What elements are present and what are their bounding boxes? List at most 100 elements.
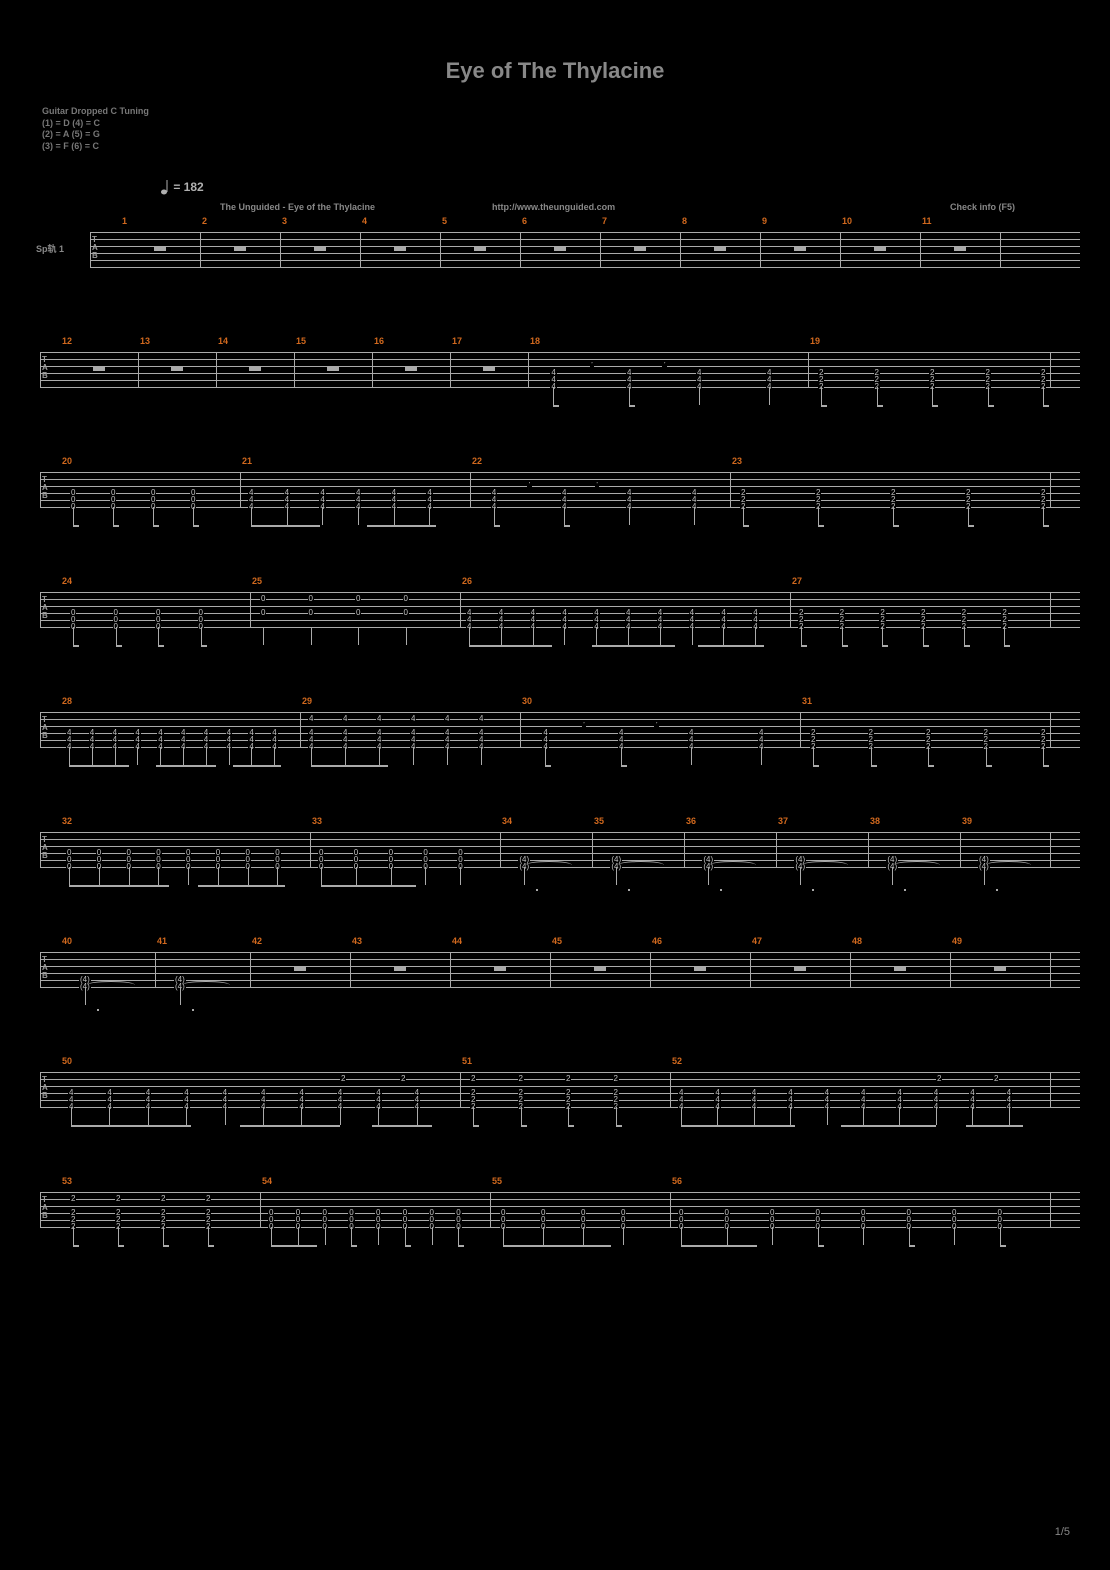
tab-note: 4	[342, 715, 348, 723]
tab-label: TAB	[92, 236, 98, 260]
tab-note: ᾿	[590, 362, 595, 370]
measure-number: 2	[202, 216, 207, 226]
measure-number: 13	[140, 336, 150, 346]
tab-note: 2	[160, 1195, 166, 1203]
page-title: Eye of The Thylacine	[0, 0, 1110, 84]
tab-note: 4	[478, 715, 484, 723]
tab-label: TAB	[42, 1196, 48, 1220]
tab-note: 2	[518, 1075, 524, 1083]
tab-note: 0	[403, 595, 409, 603]
tab-note: 0	[403, 609, 409, 617]
tab-note: 4	[444, 715, 450, 723]
measure-number: 11	[922, 216, 932, 226]
measure-number: 52	[672, 1056, 682, 1066]
measure-number: 4	[362, 216, 367, 226]
measure-number: 51	[462, 1056, 472, 1066]
tab-label: TAB	[42, 476, 48, 500]
measure-number: 17	[452, 336, 462, 346]
measure-number: 36	[686, 816, 696, 826]
tab-note: 2	[613, 1075, 619, 1083]
measure-number: 1	[122, 216, 127, 226]
tab-label: TAB	[42, 356, 48, 380]
measure-number: 55	[492, 1176, 502, 1186]
measure-number: 34	[502, 816, 512, 826]
tab-label: TAB	[42, 1076, 48, 1100]
tab-note: 2	[993, 1075, 999, 1083]
measure-number: 37	[778, 816, 788, 826]
measure-number: 32	[62, 816, 72, 826]
measure-number: 45	[552, 936, 562, 946]
measure-number: 26	[462, 576, 472, 586]
tab-label: TAB	[42, 716, 48, 740]
measure-number: 53	[62, 1176, 72, 1186]
tuning-line-1: (1) = D (4) = C	[42, 118, 149, 130]
tab-note: ᾿	[662, 362, 667, 370]
measure-number: 29	[302, 696, 312, 706]
tab-note: 2	[70, 1195, 76, 1203]
measure-number: 22	[472, 456, 482, 466]
tuning-line-3: (3) = F (6) = C	[42, 141, 149, 153]
measure-number: 20	[62, 456, 72, 466]
measure-number: 41	[157, 936, 167, 946]
tab-note: 0	[355, 609, 361, 617]
tab-note: 2	[936, 1075, 942, 1083]
measure-number: 30	[522, 696, 532, 706]
measure-number: 56	[672, 1176, 682, 1186]
measure-number: 25	[252, 576, 262, 586]
tuning-info: Guitar Dropped C Tuning (1) = D (4) = C …	[42, 106, 149, 153]
measure-number: 16	[374, 336, 384, 346]
tab-note: 4	[410, 715, 416, 723]
tab-note: 0	[260, 595, 266, 603]
tab-note: 2	[205, 1195, 211, 1203]
measure-number: 24	[62, 576, 72, 586]
tab-note: 2	[340, 1075, 346, 1083]
tab-note: 0	[308, 595, 314, 603]
tab-note: 2	[565, 1075, 571, 1083]
page-number: 1/5	[1055, 1526, 1070, 1538]
measure-number: 9	[762, 216, 767, 226]
measure-number: 47	[752, 936, 762, 946]
measure-number: 46	[652, 936, 662, 946]
measure-number: 49	[952, 936, 962, 946]
measure-number: 28	[62, 696, 72, 706]
measure-number: 44	[452, 936, 462, 946]
measure-number: 15	[296, 336, 306, 346]
measure-number: 3	[282, 216, 287, 226]
tab-note: ᾿	[527, 482, 532, 490]
measure-number: 42	[252, 936, 262, 946]
measure-number: 31	[802, 696, 812, 706]
tab-note: 4	[376, 715, 382, 723]
tab-label: TAB	[42, 596, 48, 620]
measure-number: 10	[842, 216, 852, 226]
measure-number: 6	[522, 216, 527, 226]
tab-label: TAB	[42, 956, 48, 980]
tab-note: 2	[115, 1195, 121, 1203]
tab-note: 0	[308, 609, 314, 617]
track-label: Sp轨 1	[36, 242, 64, 255]
measure-number: 54	[262, 1176, 272, 1186]
tuning-line-2: (2) = A (5) = G	[42, 129, 149, 141]
measure-number: 8	[682, 216, 687, 226]
measure-number: 19	[810, 336, 820, 346]
tab-note: 2	[470, 1075, 476, 1083]
measure-number: 14	[218, 336, 228, 346]
measure-number: 33	[312, 816, 322, 826]
measure-number: 7	[602, 216, 607, 226]
measure-number: 38	[870, 816, 880, 826]
tab-note: 2	[400, 1075, 406, 1083]
measure-number: 39	[962, 816, 972, 826]
tab-label: TAB	[42, 836, 48, 860]
tab-note: 0	[260, 609, 266, 617]
tuning-header: Guitar Dropped C Tuning	[42, 106, 149, 118]
tab-note: ᾿	[595, 482, 600, 490]
tab-note: 4	[308, 715, 314, 723]
tab-note: 0	[355, 595, 361, 603]
header-credit: The Unguided - Eye of the Thylacine	[220, 202, 375, 212]
measure-number: 21	[242, 456, 252, 466]
measure-number: 48	[852, 936, 862, 946]
measure-number: 27	[792, 576, 802, 586]
measure-number: 18	[530, 336, 540, 346]
header-info: Check info (F5)	[950, 202, 1015, 212]
measure-number: 35	[594, 816, 604, 826]
tempo-marking: = 182	[160, 180, 204, 196]
